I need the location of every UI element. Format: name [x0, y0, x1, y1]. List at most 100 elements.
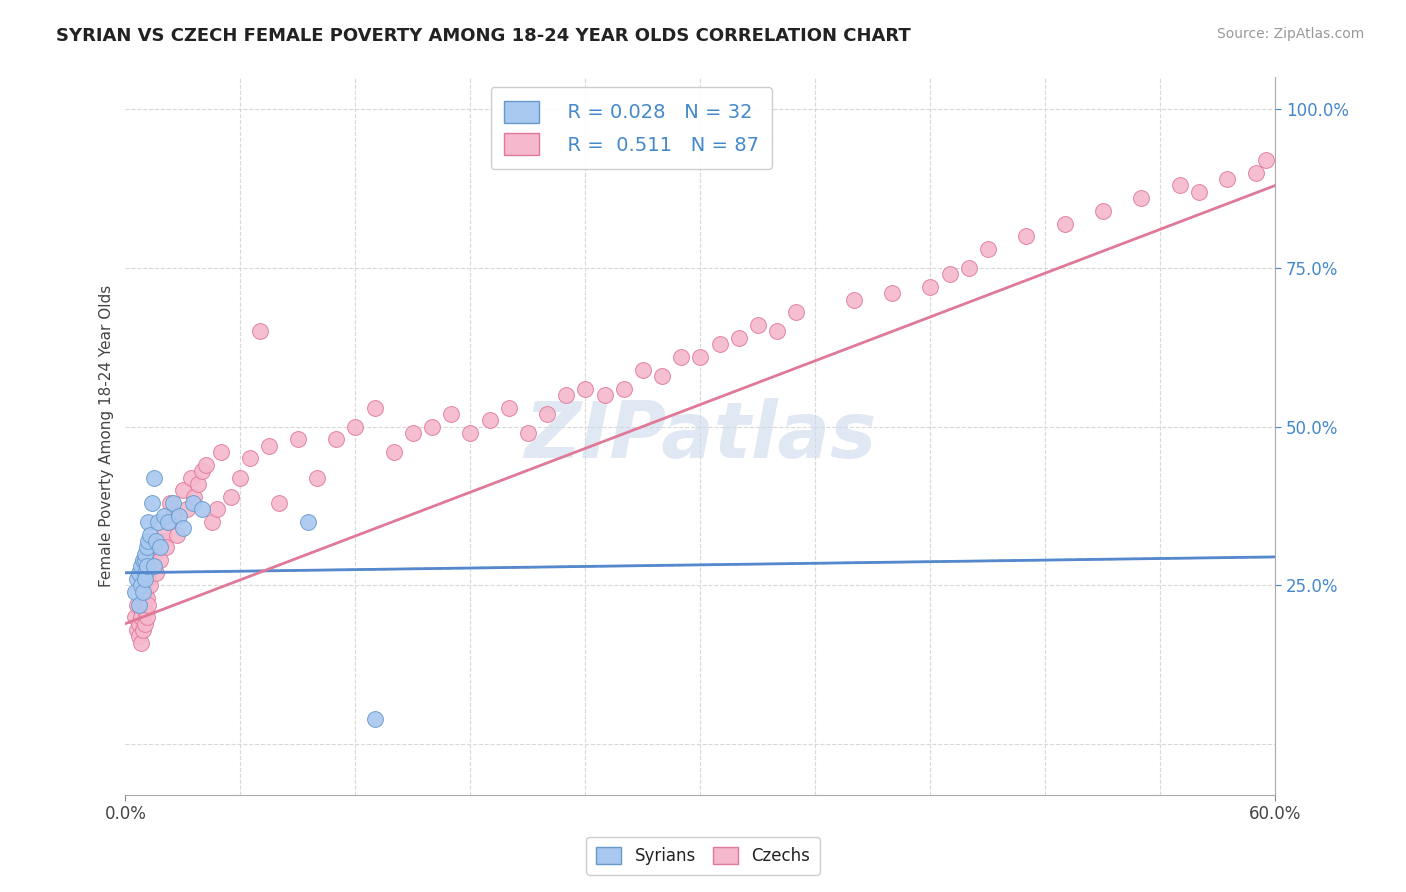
Point: [382, 445, 405, 459]
Point: [134, 616, 156, 631]
Point: [124, 585, 146, 599]
Point: [138, 572, 160, 586]
Point: [150, 534, 173, 549]
Point: [124, 610, 146, 624]
Point: [1091, 203, 1114, 218]
Point: [143, 547, 166, 561]
Point: [135, 559, 157, 574]
Point: [920, 280, 942, 294]
Point: [132, 585, 155, 599]
Legend: Syrians, Czechs: Syrians, Czechs: [586, 837, 820, 875]
Point: [129, 559, 152, 574]
Point: [420, 419, 443, 434]
Point: [132, 623, 155, 637]
Point: [134, 553, 156, 567]
Point: [287, 433, 309, 447]
Point: [1188, 185, 1211, 199]
Point: [498, 401, 520, 415]
Point: [613, 382, 636, 396]
Point: [1053, 217, 1076, 231]
Point: [363, 712, 385, 726]
Point: [132, 598, 155, 612]
Point: [402, 426, 425, 441]
Point: [128, 616, 150, 631]
Point: [134, 585, 156, 599]
Point: [1168, 178, 1191, 193]
Point: [172, 521, 194, 535]
Point: [138, 534, 160, 549]
Point: [194, 458, 217, 472]
Point: [172, 483, 194, 498]
Point: [709, 337, 731, 351]
Point: [219, 490, 242, 504]
Point: [257, 439, 280, 453]
Point: [167, 508, 190, 523]
Point: [593, 388, 616, 402]
Point: [747, 318, 769, 332]
Point: [229, 470, 252, 484]
Point: [201, 515, 224, 529]
Point: [129, 635, 152, 649]
Point: [880, 286, 903, 301]
Point: [1244, 166, 1267, 180]
Point: [153, 527, 176, 541]
Point: [129, 610, 152, 624]
Point: [478, 413, 501, 427]
Point: [132, 553, 155, 567]
Point: [155, 541, 177, 555]
Legend:   R = 0.028   N = 32,   R =  0.511   N = 87: R = 0.028 N = 32, R = 0.511 N = 87: [491, 87, 772, 169]
Point: [149, 553, 172, 567]
Text: SYRIAN VS CZECH FEMALE POVERTY AMONG 18-24 YEAR OLDS CORRELATION CHART: SYRIAN VS CZECH FEMALE POVERTY AMONG 18-…: [56, 27, 911, 45]
Point: [440, 407, 463, 421]
Point: [141, 496, 163, 510]
Point: [671, 350, 693, 364]
Point: [363, 401, 385, 415]
Point: [631, 362, 654, 376]
Point: [162, 496, 184, 510]
Point: [176, 502, 198, 516]
Point: [307, 470, 329, 484]
Point: [146, 515, 169, 529]
Point: [187, 476, 209, 491]
Point: [1015, 229, 1038, 244]
Point: [651, 368, 673, 383]
Point: [153, 508, 176, 523]
Point: [181, 496, 204, 510]
Point: [134, 547, 156, 561]
Point: [1254, 153, 1277, 167]
Text: Source: ZipAtlas.com: Source: ZipAtlas.com: [1216, 27, 1364, 41]
Point: [938, 268, 960, 282]
Point: [460, 426, 482, 441]
Point: [128, 598, 150, 612]
Point: [125, 623, 148, 637]
Point: [766, 325, 789, 339]
Point: [162, 508, 184, 523]
Point: [135, 591, 157, 606]
Point: [128, 566, 150, 580]
Point: [574, 382, 596, 396]
Point: [785, 305, 807, 319]
Point: [149, 541, 172, 555]
Point: [842, 293, 865, 307]
Point: [689, 350, 711, 364]
Point: [516, 426, 538, 441]
Point: [134, 566, 156, 580]
Point: [128, 629, 150, 643]
Point: [135, 610, 157, 624]
Point: [183, 490, 205, 504]
Point: [138, 598, 160, 612]
Point: [139, 527, 162, 541]
Point: [267, 496, 290, 510]
Point: [138, 515, 160, 529]
Point: [143, 470, 166, 484]
Point: [135, 541, 157, 555]
Point: [141, 559, 163, 574]
Point: [249, 325, 271, 339]
Point: [1216, 172, 1239, 186]
Point: [134, 604, 156, 618]
Point: [325, 433, 347, 447]
Point: [191, 502, 214, 516]
Point: [125, 598, 148, 612]
Point: [159, 496, 181, 510]
Point: [207, 502, 229, 516]
